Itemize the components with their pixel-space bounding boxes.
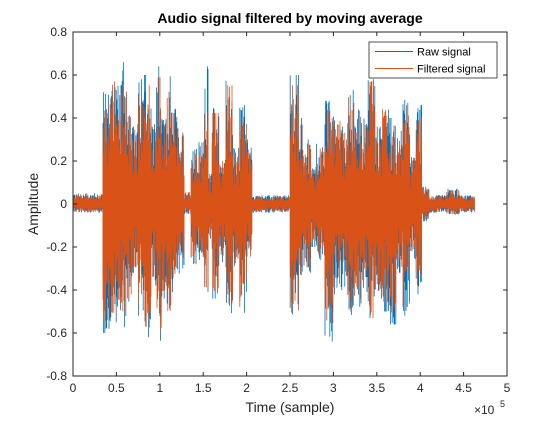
x-tick-label: 4.5: [455, 381, 472, 395]
chart-title: Audio signal filtered by moving average: [157, 10, 422, 26]
y-tick-label: -0.6: [46, 326, 67, 340]
x-tick-label: 0.5: [108, 381, 125, 395]
legend: Raw signal Filtered signal: [368, 41, 498, 79]
x-tick-label: 0: [70, 381, 77, 395]
y-tick-label: -0.2: [46, 240, 67, 254]
x-tick-label: 3: [330, 381, 337, 395]
y-tick-label: 0.4: [50, 111, 67, 125]
x-tick-label: 2: [243, 381, 250, 395]
y-tick-label: 0.6: [50, 68, 67, 82]
x-exponent-power: 5: [500, 399, 505, 409]
x-exponent-label: ×10: [474, 403, 495, 417]
x-tick-label: 1: [156, 381, 163, 395]
x-tick-label: 3.5: [368, 381, 385, 395]
y-tick-label: -0.4: [46, 283, 67, 297]
y-axis-label: Amplitude: [25, 173, 41, 235]
legend-label-raw-signal: Raw signal: [417, 47, 471, 59]
y-tick-label: 0: [60, 197, 67, 211]
ticks-layer: 0 0.5 1 1.5 2 2.5 3 3.5 4 4.5 5 -0.8 -0.6 -0.4 -0.2 0 0.…: [46, 25, 510, 395]
x-tick-label: 4: [417, 381, 424, 395]
x-tick-label: 5: [504, 381, 511, 395]
y-tick-label: 0.8: [50, 25, 67, 39]
x-tick-label: 1.5: [195, 381, 212, 395]
y-tick-label: 0.2: [50, 154, 67, 168]
x-tick-label: 2.5: [282, 381, 299, 395]
legend-box: [368, 41, 498, 79]
legend-label-filtered-signal: Filtered signal: [417, 64, 485, 76]
x-axis-label: Time (sample): [246, 399, 335, 415]
y-tick-label: -0.8: [46, 369, 67, 383]
